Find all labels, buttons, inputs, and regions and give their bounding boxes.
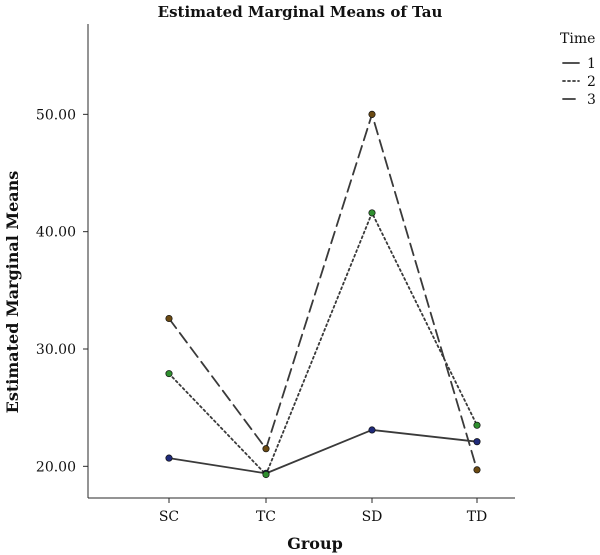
series-line-time-1 <box>168 429 478 475</box>
data-point-time-3-td <box>473 466 481 474</box>
chart-title: Estimated Marginal Means of Tau <box>158 3 443 21</box>
data-point-time-1-sc <box>165 454 173 462</box>
legend: Time 1 2 3 <box>560 31 596 108</box>
data-point-time-1-sd <box>368 426 376 434</box>
x-axis-title: Group <box>287 534 343 553</box>
legend-label-time-1: 1 <box>587 56 596 72</box>
data-point-time-1-td <box>473 438 481 446</box>
y-tick-label: 40.00 <box>36 225 76 241</box>
legend-title: Time <box>560 31 595 47</box>
series-line-time-3 <box>168 113 478 471</box>
legend-label-time-3: 3 <box>587 92 596 108</box>
legend-items: 1 2 3 <box>562 56 596 108</box>
data-point-time-3-sc <box>165 314 173 323</box>
data-point-time-2-tc <box>262 470 270 479</box>
legend-label-time-2: 2 <box>587 74 596 90</box>
data-point-time-2-sc <box>165 370 173 378</box>
data-point-time-3-tc <box>262 445 270 453</box>
data-point-time-3-sd <box>368 110 376 118</box>
x-tick-label: SD <box>362 509 383 525</box>
series-markers <box>165 110 481 479</box>
x-tick-group: SC TC SD TD <box>159 498 487 525</box>
y-tick-label: 30.00 <box>36 342 76 358</box>
y-tick-label: 50.00 <box>36 107 76 123</box>
data-point-time-2-td <box>473 421 481 429</box>
x-tick-label: SC <box>159 509 179 525</box>
x-tick-label: TD <box>467 509 488 525</box>
series-line-time-2 <box>168 211 478 476</box>
y-axis-title: Estimated Marginal Means <box>3 171 22 414</box>
x-tick-label: TC <box>256 509 276 525</box>
y-tick-label: 20.00 <box>36 459 76 475</box>
data-point-time-2-sd <box>368 209 376 217</box>
y-tick-group: 20.00 30.00 40.00 50.00 <box>36 107 88 475</box>
series-lines <box>168 113 478 476</box>
